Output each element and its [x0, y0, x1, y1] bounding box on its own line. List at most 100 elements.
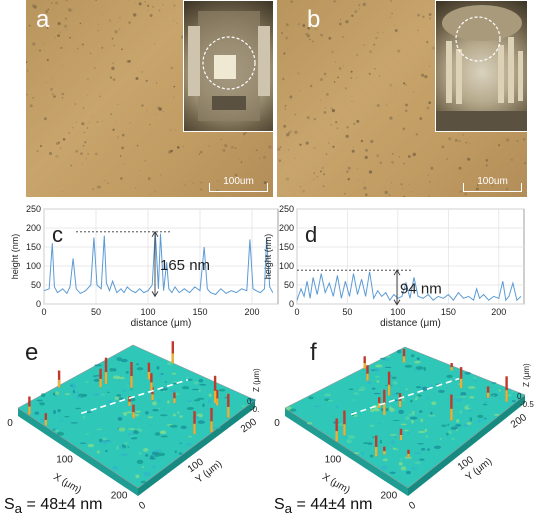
speckle: [29, 104, 33, 108]
surface-texture: [99, 438, 103, 443]
surface-texture: [411, 419, 414, 424]
speckle: [135, 187, 137, 189]
surface-texture: [96, 450, 100, 454]
speckle: [356, 53, 359, 56]
surface-texture: [353, 392, 359, 395]
surface-texture: [53, 410, 57, 414]
surface-texture: [421, 386, 428, 391]
surface-texture: [410, 416, 418, 420]
panel-letter-f: f: [310, 339, 317, 366]
x-axis-tick: 100: [325, 454, 342, 465]
surface-texture: [450, 426, 458, 430]
speckle: [40, 145, 42, 148]
surface-texture: [206, 408, 210, 410]
speckle: [290, 130, 292, 132]
speckle: [413, 91, 415, 93]
surface-texture: [460, 395, 467, 398]
surface-texture: [372, 436, 376, 438]
surface-texture: [377, 422, 381, 425]
speckle: [362, 2, 366, 7]
speckle: [278, 159, 282, 162]
speckle: [53, 95, 56, 98]
surface-texture: [452, 377, 456, 379]
speckle: [498, 144, 500, 147]
x-axis-label: X (μm): [51, 472, 83, 497]
surface-texture: [64, 415, 70, 418]
surface-texture: [335, 405, 339, 409]
speckle: [139, 170, 141, 171]
surface-texture: [507, 393, 512, 397]
speckle: [441, 145, 445, 149]
speckle: [428, 101, 431, 104]
speckle: [86, 127, 89, 129]
x-axis-tick: 200: [380, 491, 397, 502]
x-tick-label: 100: [140, 307, 155, 317]
surface-texture: [121, 389, 126, 392]
surface-texture: [138, 452, 142, 455]
surface-texture: [188, 436, 193, 438]
speckle: [389, 83, 393, 87]
surface-texture: [375, 375, 380, 378]
surface-peak: [28, 396, 31, 415]
speckle: [89, 52, 92, 55]
surface-peak-base: [407, 453, 410, 458]
surface-texture: [481, 418, 487, 420]
z-axis-tick: 0: [247, 397, 252, 406]
surface-texture: [112, 466, 119, 470]
surface-texture: [402, 397, 405, 402]
speckle: [104, 179, 106, 182]
y-tick-label: 100: [26, 261, 41, 271]
z-axis-label: Z (μm): [252, 368, 261, 392]
speckle: [268, 145, 272, 149]
arrow-head: [393, 269, 401, 276]
speckle: [289, 95, 293, 99]
surface-texture: [87, 443, 95, 448]
surface-texture: [102, 437, 107, 441]
surface-texture: [179, 442, 182, 444]
surface-texture: [167, 361, 174, 366]
speckle: [76, 47, 79, 50]
speckle: [364, 193, 368, 197]
x-tick-label: 150: [192, 307, 207, 317]
surface-peak-base: [147, 371, 151, 380]
inset-photo-b: [435, 0, 527, 132]
speckle: [302, 24, 306, 28]
speckle: [97, 30, 99, 32]
speckle: [286, 133, 290, 137]
speckle: [485, 164, 488, 167]
speckle: [363, 186, 367, 190]
surface-texture: [187, 400, 193, 403]
surface-texture: [472, 377, 477, 379]
surface-texture: [208, 393, 212, 397]
surface-peak: [383, 446, 386, 455]
surface-texture: [400, 466, 407, 471]
speckle: [458, 166, 462, 170]
speckle: [87, 153, 89, 155]
surface-texture: [149, 455, 154, 459]
speckle: [334, 61, 336, 63]
speckle: [101, 46, 104, 49]
speckle: [344, 87, 347, 90]
surface-texture: [39, 402, 45, 406]
speckle: [224, 144, 228, 148]
surface-texture: [407, 432, 410, 434]
surface-texture: [94, 364, 102, 367]
speckle: [279, 146, 282, 149]
speckle: [462, 134, 464, 136]
speckle: [81, 43, 84, 46]
speckle: [375, 37, 378, 39]
speckle: [323, 72, 327, 76]
surface-texture: [392, 381, 398, 385]
surface-texture: [156, 366, 160, 370]
y-tick-label: 0: [36, 299, 41, 309]
speckle: [338, 22, 342, 26]
speckle: [173, 85, 176, 88]
speckle: [281, 32, 283, 34]
surface-top: [284, 346, 526, 489]
surface-texture: [389, 434, 397, 436]
speckle: [410, 191, 412, 193]
surface-texture: [160, 373, 164, 375]
speckle: [358, 180, 360, 182]
speckle: [305, 141, 309, 145]
